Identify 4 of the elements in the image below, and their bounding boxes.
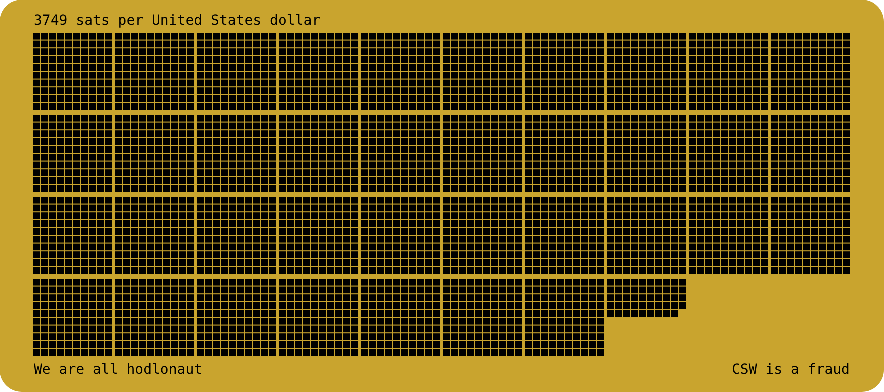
text: We are all hodlonaut: [34, 362, 203, 378]
text: sats per United States dollar: [76, 13, 321, 29]
text: CSW is a fraud: [732, 362, 850, 378]
data-label: 3749: [34, 13, 68, 29]
